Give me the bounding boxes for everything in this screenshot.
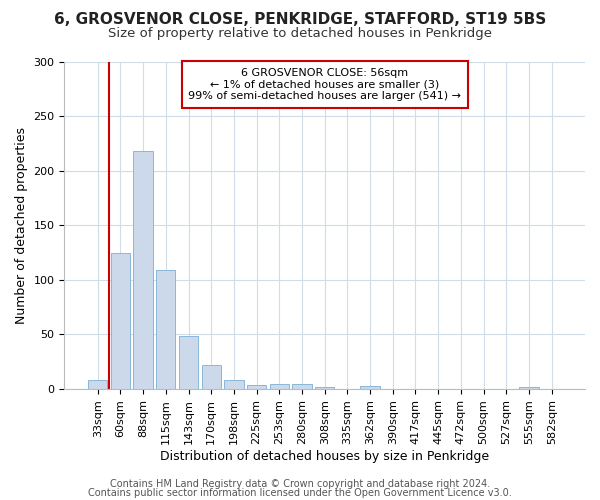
Y-axis label: Number of detached properties: Number of detached properties <box>15 127 28 324</box>
Bar <box>292 384 311 389</box>
Bar <box>179 336 198 389</box>
Bar <box>111 252 130 389</box>
Bar <box>202 365 221 389</box>
Bar <box>247 384 266 389</box>
X-axis label: Distribution of detached houses by size in Penkridge: Distribution of detached houses by size … <box>160 450 489 462</box>
Text: Contains public sector information licensed under the Open Government Licence v3: Contains public sector information licen… <box>88 488 512 498</box>
Bar <box>133 151 153 389</box>
Text: Contains HM Land Registry data © Crown copyright and database right 2024.: Contains HM Land Registry data © Crown c… <box>110 479 490 489</box>
Bar <box>361 386 380 389</box>
Bar <box>315 387 334 389</box>
Bar <box>88 380 107 389</box>
Text: Size of property relative to detached houses in Penkridge: Size of property relative to detached ho… <box>108 28 492 40</box>
Text: 6 GROSVENOR CLOSE: 56sqm
← 1% of detached houses are smaller (3)
99% of semi-det: 6 GROSVENOR CLOSE: 56sqm ← 1% of detache… <box>188 68 461 102</box>
Bar <box>224 380 244 389</box>
Text: 6, GROSVENOR CLOSE, PENKRIDGE, STAFFORD, ST19 5BS: 6, GROSVENOR CLOSE, PENKRIDGE, STAFFORD,… <box>54 12 546 28</box>
Bar <box>269 384 289 389</box>
Bar <box>520 387 539 389</box>
Bar <box>156 270 175 389</box>
